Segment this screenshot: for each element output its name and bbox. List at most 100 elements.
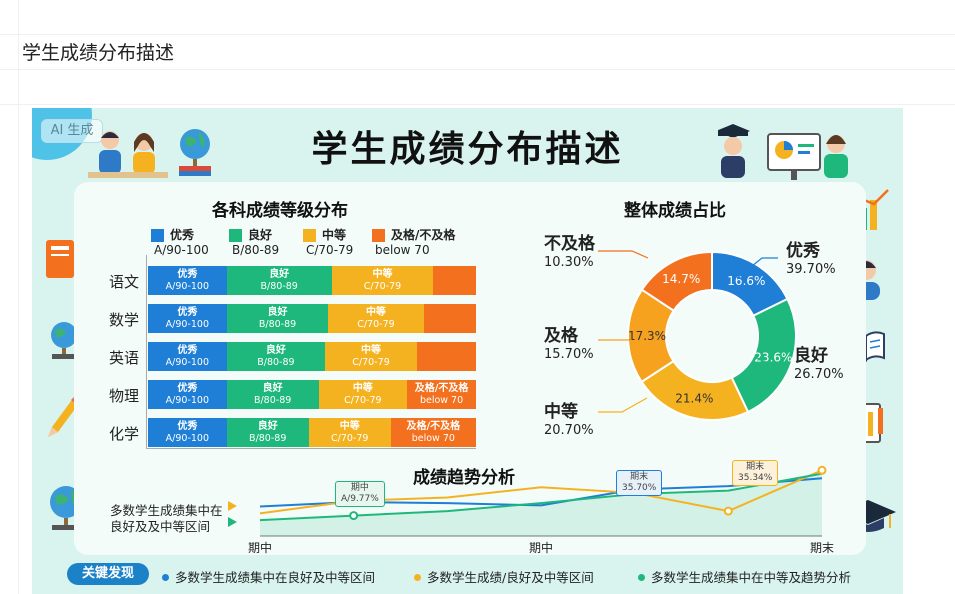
slice-name: 中等 xyxy=(544,402,578,422)
key-findings-label: 关键发现 xyxy=(67,563,149,585)
bar-segment: 良好 B/80-89 xyxy=(226,418,309,447)
trend-line-chart: 期中 期中 期末 xyxy=(248,250,834,555)
finding-item: 多数学生成绩/良好及中等区间 xyxy=(414,567,594,586)
leader-line xyxy=(756,357,788,367)
callout-title: 期末 xyxy=(630,472,649,482)
segment-name: 优秀 xyxy=(177,345,198,356)
slice-outer-percent: 20.70% xyxy=(544,423,594,438)
slice-outer-percent: 26.70% xyxy=(794,367,844,382)
trend-side-text: 良好及及中等区间 xyxy=(110,519,211,534)
slice-percent-label: 14.7% xyxy=(662,272,700,286)
trend-callout: 期中 A/9.77% xyxy=(335,481,385,507)
segment-name: 良好 xyxy=(257,421,278,432)
legend-swatch xyxy=(229,229,242,242)
trend-point xyxy=(349,511,359,521)
arrow-markers xyxy=(228,501,237,527)
bar-segment: 优秀 A/90-100 xyxy=(148,380,227,409)
segment-name: 良好 xyxy=(267,307,288,318)
segment-name: 优秀 xyxy=(177,269,198,280)
bar-segment xyxy=(416,342,476,371)
bar-segment: 中等 C/70-79 xyxy=(308,418,391,447)
subject-label: 物理 xyxy=(109,387,140,405)
bar-segment: 中等 C/70-79 xyxy=(318,380,408,409)
finding-item: 多数学生成绩集中在良好及中等区间 xyxy=(162,567,375,586)
segment-name: 良好 xyxy=(262,383,283,394)
bar-segment: 良好 B/80-89 xyxy=(226,266,332,295)
bar-segment: 中等 C/70-79 xyxy=(325,342,417,371)
bar-segment xyxy=(423,304,476,333)
globe-icon xyxy=(51,322,77,359)
stacked-bar: 优秀 A/90-100 良好 B/80-89 中等 C/70-79 xyxy=(148,304,476,333)
slice-outer-percent: 10.30% xyxy=(544,255,594,270)
segment-range: B/80-89 xyxy=(258,319,297,330)
segment-range: A/90-100 xyxy=(165,395,210,406)
legend-swatch xyxy=(151,229,164,242)
infographic-image[interactable]: AI 生成 学生成绩分布描述 xyxy=(32,108,903,594)
segment-range: C/70-79 xyxy=(330,433,369,444)
trend-point xyxy=(723,506,733,516)
slice-outer-label: 优秀 39.70% xyxy=(786,243,836,278)
slice-name: 优秀 xyxy=(786,241,820,261)
bar-segment: 良好 B/80-89 xyxy=(226,380,319,409)
finding-dot xyxy=(162,574,169,581)
donut-chart-title: 整体成绩占比 xyxy=(624,201,726,221)
finding-dot xyxy=(638,574,645,581)
subject-label: 化学 xyxy=(109,425,140,443)
bar-segment: 中等 C/70-79 xyxy=(328,304,424,333)
leader-line xyxy=(598,250,649,259)
segment-range: C/70-79 xyxy=(352,357,390,368)
infographic-title: 学生成绩分布描述 xyxy=(311,129,624,170)
segment-name: 中等 xyxy=(372,269,393,280)
key-findings-bar: 关键发现 多数学生成绩集中在良好及中等区间 多数学生成绩/良好及中等区间 多数学… xyxy=(32,557,903,594)
bar-segment: 及格/不及格 below 70 xyxy=(407,380,476,409)
donut-chart: 16.6%23.6%21.4%17.3%14.7% xyxy=(627,250,797,421)
slice-outer-label: 中等 20.70% xyxy=(544,404,594,439)
donut-slice xyxy=(640,250,713,313)
stacked-bar: 优秀 A/90-100 良好 B/80-89 中等 C/70-79 xyxy=(148,266,476,295)
trend-chart-title: 成绩趋势分析 xyxy=(413,468,515,488)
bar-chart-baseline xyxy=(146,448,476,449)
stacked-bar: 优秀 A/90-100 良好 B/80-89 中等 C/70-79 及格/不及格 below … xyxy=(148,418,476,447)
leader-line xyxy=(598,397,648,413)
segment-range: B/80-89 xyxy=(249,433,287,444)
bar-segment: 良好 B/80-89 xyxy=(226,342,326,371)
trend-callout: 期末 35.70% xyxy=(616,470,663,496)
slice-outer-label: 良好 26.70% xyxy=(794,348,844,383)
subject-label: 英语 xyxy=(109,349,140,367)
slice-outer-label: 及格 15.70% xyxy=(544,328,594,363)
trend-point xyxy=(817,465,827,475)
segment-range: B/80-89 xyxy=(257,357,295,368)
sheet-row-line xyxy=(0,69,955,70)
segment-name: 中等 xyxy=(361,345,382,356)
segment-name: 及格/不及格 xyxy=(406,421,461,432)
segment-name: 中等 xyxy=(339,421,360,432)
bar-segment: 优秀 A/90-100 xyxy=(148,304,227,333)
finding-dot xyxy=(414,574,421,581)
bar-chart-title: 各科成绩等级分布 xyxy=(212,201,348,221)
slice-percent-label: 16.6% xyxy=(727,274,765,288)
callout-value: 35.34% xyxy=(738,473,773,483)
bar-chart-axis xyxy=(146,255,147,448)
bar-segment: 优秀 A/90-100 xyxy=(148,418,227,447)
legend-swatch xyxy=(303,229,316,242)
segment-range: C/70-79 xyxy=(357,319,395,330)
segment-range: B/80-89 xyxy=(253,395,292,406)
segment-range: A/90-100 xyxy=(165,357,210,368)
donut-slice xyxy=(730,297,797,414)
callout-title: 期中 xyxy=(350,483,369,493)
segment-name: 优秀 xyxy=(177,383,198,394)
slice-percent-label: 17.3% xyxy=(628,329,666,343)
segment-name: 中等 xyxy=(352,383,373,394)
trend-x-tick: 期中 xyxy=(529,540,553,555)
bar-segment: 中等 C/70-79 xyxy=(331,266,434,295)
segment-name: 良好 xyxy=(269,269,290,280)
slice-outer-percent: 39.70% xyxy=(786,262,836,277)
bar-segment: 优秀 A/90-100 xyxy=(148,342,227,371)
trend-side-text: 多数学生成绩集中在 xyxy=(110,503,223,518)
segment-range: C/70-79 xyxy=(344,395,382,406)
globe-icon xyxy=(179,129,211,176)
document-heading: 学生成绩分布描述 xyxy=(22,42,175,64)
segment-range: below 70 xyxy=(419,395,464,406)
ai-generated-badge: AI 生成 xyxy=(41,119,103,143)
